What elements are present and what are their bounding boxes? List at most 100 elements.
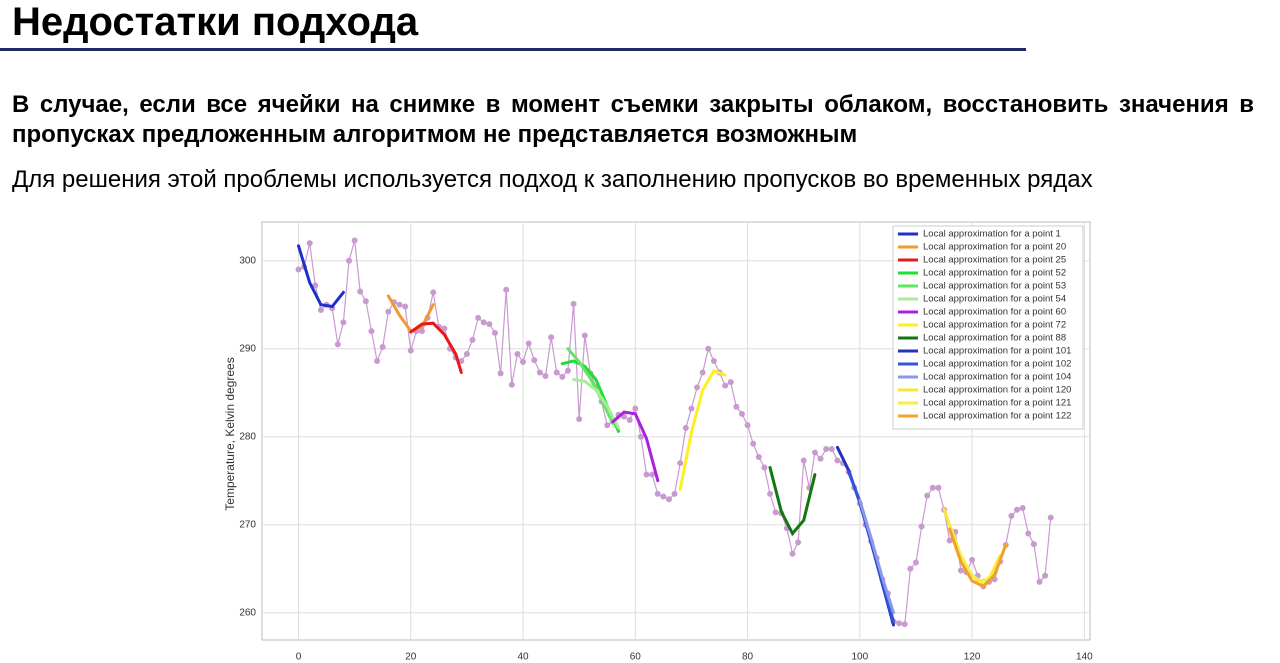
data-point: [761, 464, 768, 471]
data-point: [896, 620, 903, 627]
legend-label: Local approximation for a point 88: [923, 333, 1066, 344]
legend-label: Local approximation for a point 52: [923, 268, 1066, 279]
data-point: [626, 417, 633, 423]
approximation-curve: [409, 321, 463, 374]
data-point: [463, 351, 470, 357]
legend-label: Local approximation for a point 20: [923, 242, 1066, 253]
y-tick-label: 260: [239, 607, 256, 618]
data-point: [430, 289, 437, 296]
x-tick-label: 0: [296, 652, 302, 663]
data-point: [564, 367, 571, 374]
data-point: [632, 405, 639, 412]
bold-paragraph: В случае, если все ячейки на снимке в мо…: [12, 91, 1254, 148]
x-tick-label: 100: [852, 652, 869, 663]
data-point: [553, 369, 560, 376]
data-point: [407, 347, 414, 354]
legend-label: Local approximation for a point 60: [923, 307, 1066, 318]
data-point: [649, 471, 656, 478]
data-point: [559, 373, 566, 380]
data-point: [570, 300, 577, 307]
data-point: [705, 345, 712, 352]
data-point: [969, 556, 976, 563]
data-point: [688, 405, 695, 412]
data-point: [514, 351, 521, 357]
data-point: [1019, 505, 1026, 511]
data-point: [1025, 530, 1032, 537]
data-point: [368, 328, 375, 335]
data-point: [312, 282, 319, 289]
legend-label: Local approximation for a point 104: [923, 372, 1071, 383]
data-point: [351, 237, 358, 244]
data-point: [828, 446, 835, 453]
approximation-curve: [858, 498, 895, 615]
data-point: [475, 314, 482, 321]
approximation-curve: [566, 347, 615, 425]
data-point: [755, 453, 762, 460]
data-point: [385, 308, 392, 315]
data-point: [334, 341, 341, 348]
approximation-curve: [572, 378, 620, 430]
data-point: [722, 382, 729, 389]
data-point: [508, 381, 515, 388]
approximation-curve: [297, 244, 345, 309]
legend-label: Local approximation for a point 53: [923, 281, 1066, 292]
legend-label: Local approximation for a point 121: [923, 398, 1071, 409]
data-point: [486, 321, 493, 328]
data-point: [699, 369, 706, 376]
legend-label: Local approximation for a point 25: [923, 255, 1066, 266]
x-tick-label: 120: [964, 652, 981, 663]
legend-label: Local approximation for a point 122: [923, 411, 1071, 422]
slide-title: Недостатки подхода: [12, 0, 419, 44]
y-tick-label: 280: [239, 431, 256, 442]
data-point: [317, 307, 324, 313]
data-point: [357, 288, 364, 295]
data-point: [834, 457, 841, 464]
data-point: [340, 319, 347, 326]
legend-box: [892, 225, 1084, 430]
approximation-curve: [768, 466, 817, 537]
data-point: [1042, 572, 1049, 579]
data-point: [520, 358, 527, 365]
data-point: [935, 484, 942, 491]
data-point: [738, 410, 745, 417]
data-point: [542, 373, 549, 379]
data-point: [643, 471, 650, 478]
title-rule: [0, 48, 1026, 51]
data-point: [800, 457, 807, 464]
data-point: [811, 449, 818, 456]
data-point: [379, 343, 386, 350]
x-tick-label: 140: [1076, 652, 1093, 663]
paragraph: Для решения этой проблемы используется п…: [12, 166, 1093, 193]
data-point: [654, 490, 661, 497]
plot-frame: [261, 221, 1091, 641]
data-point: [727, 379, 734, 386]
data-point: [604, 422, 611, 429]
data-point: [677, 460, 684, 467]
data-point: [682, 424, 689, 431]
data-point: [536, 369, 543, 376]
x-tick-label: 40: [517, 652, 529, 663]
legend-label: Local approximation for a point 120: [923, 385, 1071, 396]
data-point: [418, 328, 425, 335]
approximation-curve: [835, 445, 895, 627]
data-point: [548, 334, 555, 341]
x-tick-label: 20: [405, 652, 417, 663]
data-point: [503, 286, 510, 293]
data-point: [491, 329, 498, 336]
data-point: [581, 332, 588, 339]
data-point: [1008, 512, 1015, 519]
data-point: [480, 319, 487, 326]
data-point: [1014, 506, 1021, 513]
data-point: [1047, 514, 1054, 521]
data-point: [497, 370, 504, 377]
data-point: [665, 496, 672, 503]
y-tick-label: 300: [239, 255, 256, 266]
data-point: [671, 490, 678, 497]
data-point: [295, 266, 302, 273]
data-point: [1036, 578, 1043, 585]
data-point: [531, 357, 538, 364]
data-point: [929, 484, 936, 491]
data-point: [346, 257, 353, 264]
legend-label: Local approximation for a point 102: [923, 359, 1071, 370]
